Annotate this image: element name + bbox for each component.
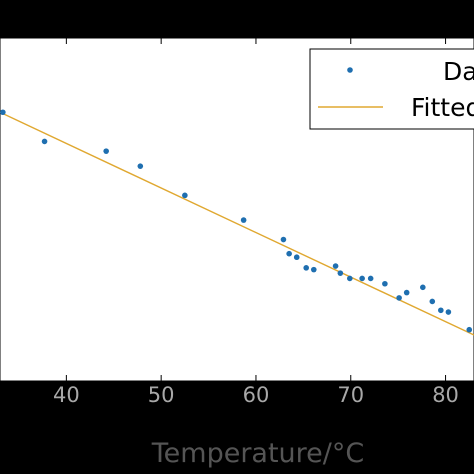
fit-line-group — [0, 111, 474, 336]
legend-box — [309, 48, 474, 130]
data-point — [103, 148, 109, 154]
data-point — [466, 326, 473, 333]
data-point — [420, 284, 426, 291]
data-point — [240, 217, 247, 223]
data-point — [137, 163, 144, 169]
data-point — [41, 138, 48, 145]
x-tick-label: 80 — [432, 383, 459, 407]
data-point — [280, 236, 287, 243]
data-point — [182, 192, 188, 199]
data-point — [382, 280, 388, 287]
fit-line — [0, 111, 474, 336]
data-point — [359, 275, 365, 282]
data-points — [0, 109, 473, 333]
legend-label-data: Da — [443, 57, 474, 86]
data-point — [0, 109, 6, 116]
data-point — [337, 270, 344, 276]
x-tick-label: 70 — [337, 383, 364, 407]
data-point — [332, 263, 339, 269]
legend-label-fit: Fitted — [411, 93, 474, 122]
data-point — [293, 254, 300, 261]
data-point — [429, 298, 436, 305]
x-tick-label: 50 — [148, 383, 175, 407]
data-point — [286, 250, 292, 257]
x-axis-label: Temperature/°C — [151, 438, 364, 469]
x-tick-label: 60 — [243, 383, 270, 407]
data-point — [347, 275, 353, 282]
data-point — [438, 307, 444, 314]
x-tick-label: 40 — [53, 383, 80, 407]
data-point — [396, 295, 402, 301]
data-point — [310, 266, 317, 273]
data-point — [303, 265, 310, 271]
data-point — [403, 289, 410, 296]
legend: Da Fitted — [309, 48, 474, 130]
x-ticks: 40 50 60 70 80 — [53, 38, 459, 407]
data-point — [367, 275, 374, 282]
legend-marker-data — [347, 67, 353, 73]
data-point — [445, 309, 452, 315]
